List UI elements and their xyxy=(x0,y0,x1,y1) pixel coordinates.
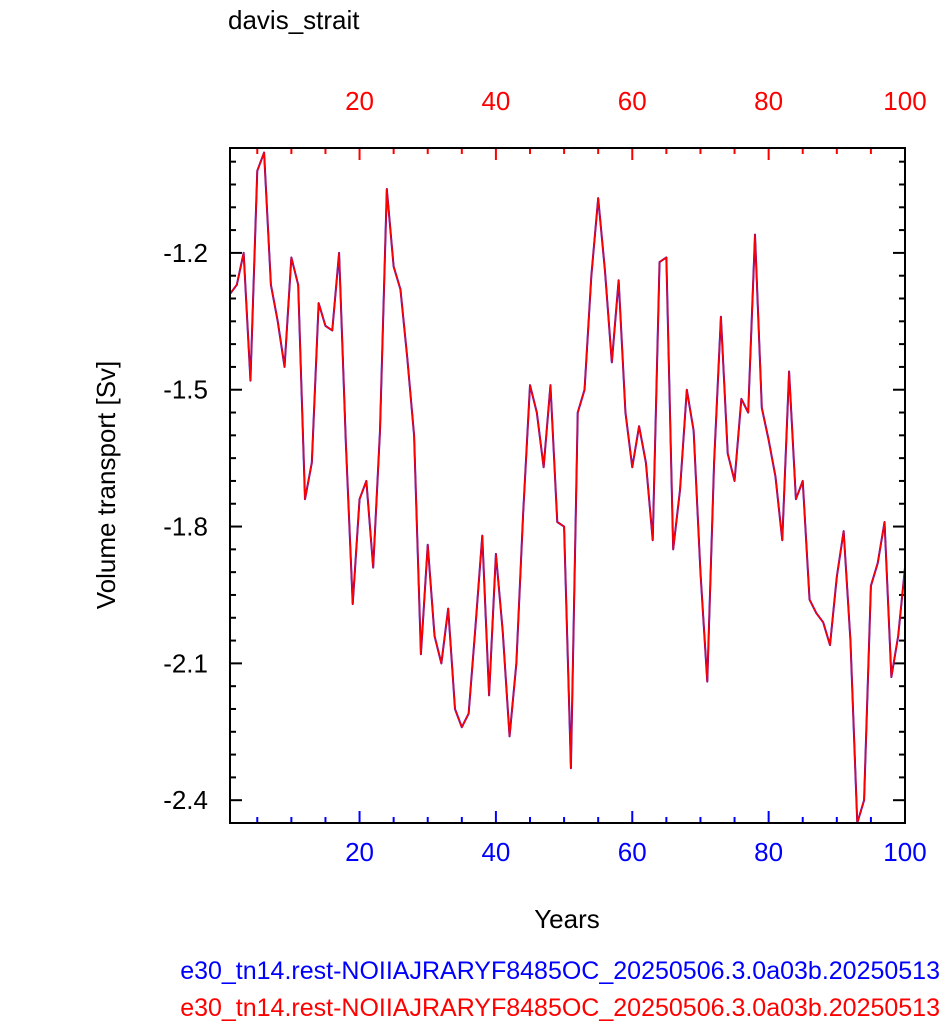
x-axis-label: Years xyxy=(534,904,600,934)
series-line-2 xyxy=(229,151,906,824)
x-tick-label-top: 20 xyxy=(345,86,374,116)
y-tick-label: -1.2 xyxy=(163,238,208,268)
y-tick-label: -1.5 xyxy=(163,375,208,405)
x-tick-label-bottom: 20 xyxy=(345,837,374,867)
y-tick-label: -2.4 xyxy=(163,785,208,815)
chart-title: davis_strait xyxy=(228,5,360,35)
series-layer xyxy=(229,151,906,824)
x-tick-label-top: 60 xyxy=(618,86,647,116)
y-axis-label: Volume transport [Sv] xyxy=(91,361,121,610)
y-tick-label: -1.8 xyxy=(163,512,208,542)
y-tick-label: -2.1 xyxy=(163,648,208,678)
tick-labels: 20 20 40 40 60 60 80 80 100 100 -1.2 -1.5 -1.8 -2.1 -2… xyxy=(163,86,927,867)
x-tick-label-top: 40 xyxy=(481,86,510,116)
plot-frame xyxy=(229,147,906,824)
x-tick-label-bottom: 60 xyxy=(618,837,647,867)
legend-entry-1: e30_tn14.rest-NOIIAJRARYF8485OC_20250506… xyxy=(180,957,940,985)
x-tick-label-bottom: 40 xyxy=(481,837,510,867)
legend-entry-2: e30_tn14.rest-NOIIAJRARYF8485OC_20250506… xyxy=(180,994,940,1022)
x-tick-label-top: 100 xyxy=(883,86,926,116)
x-tick-label-bottom: 100 xyxy=(883,837,926,867)
x-tick-label-top: 80 xyxy=(754,86,783,116)
x-tick-label-bottom: 80 xyxy=(754,837,783,867)
